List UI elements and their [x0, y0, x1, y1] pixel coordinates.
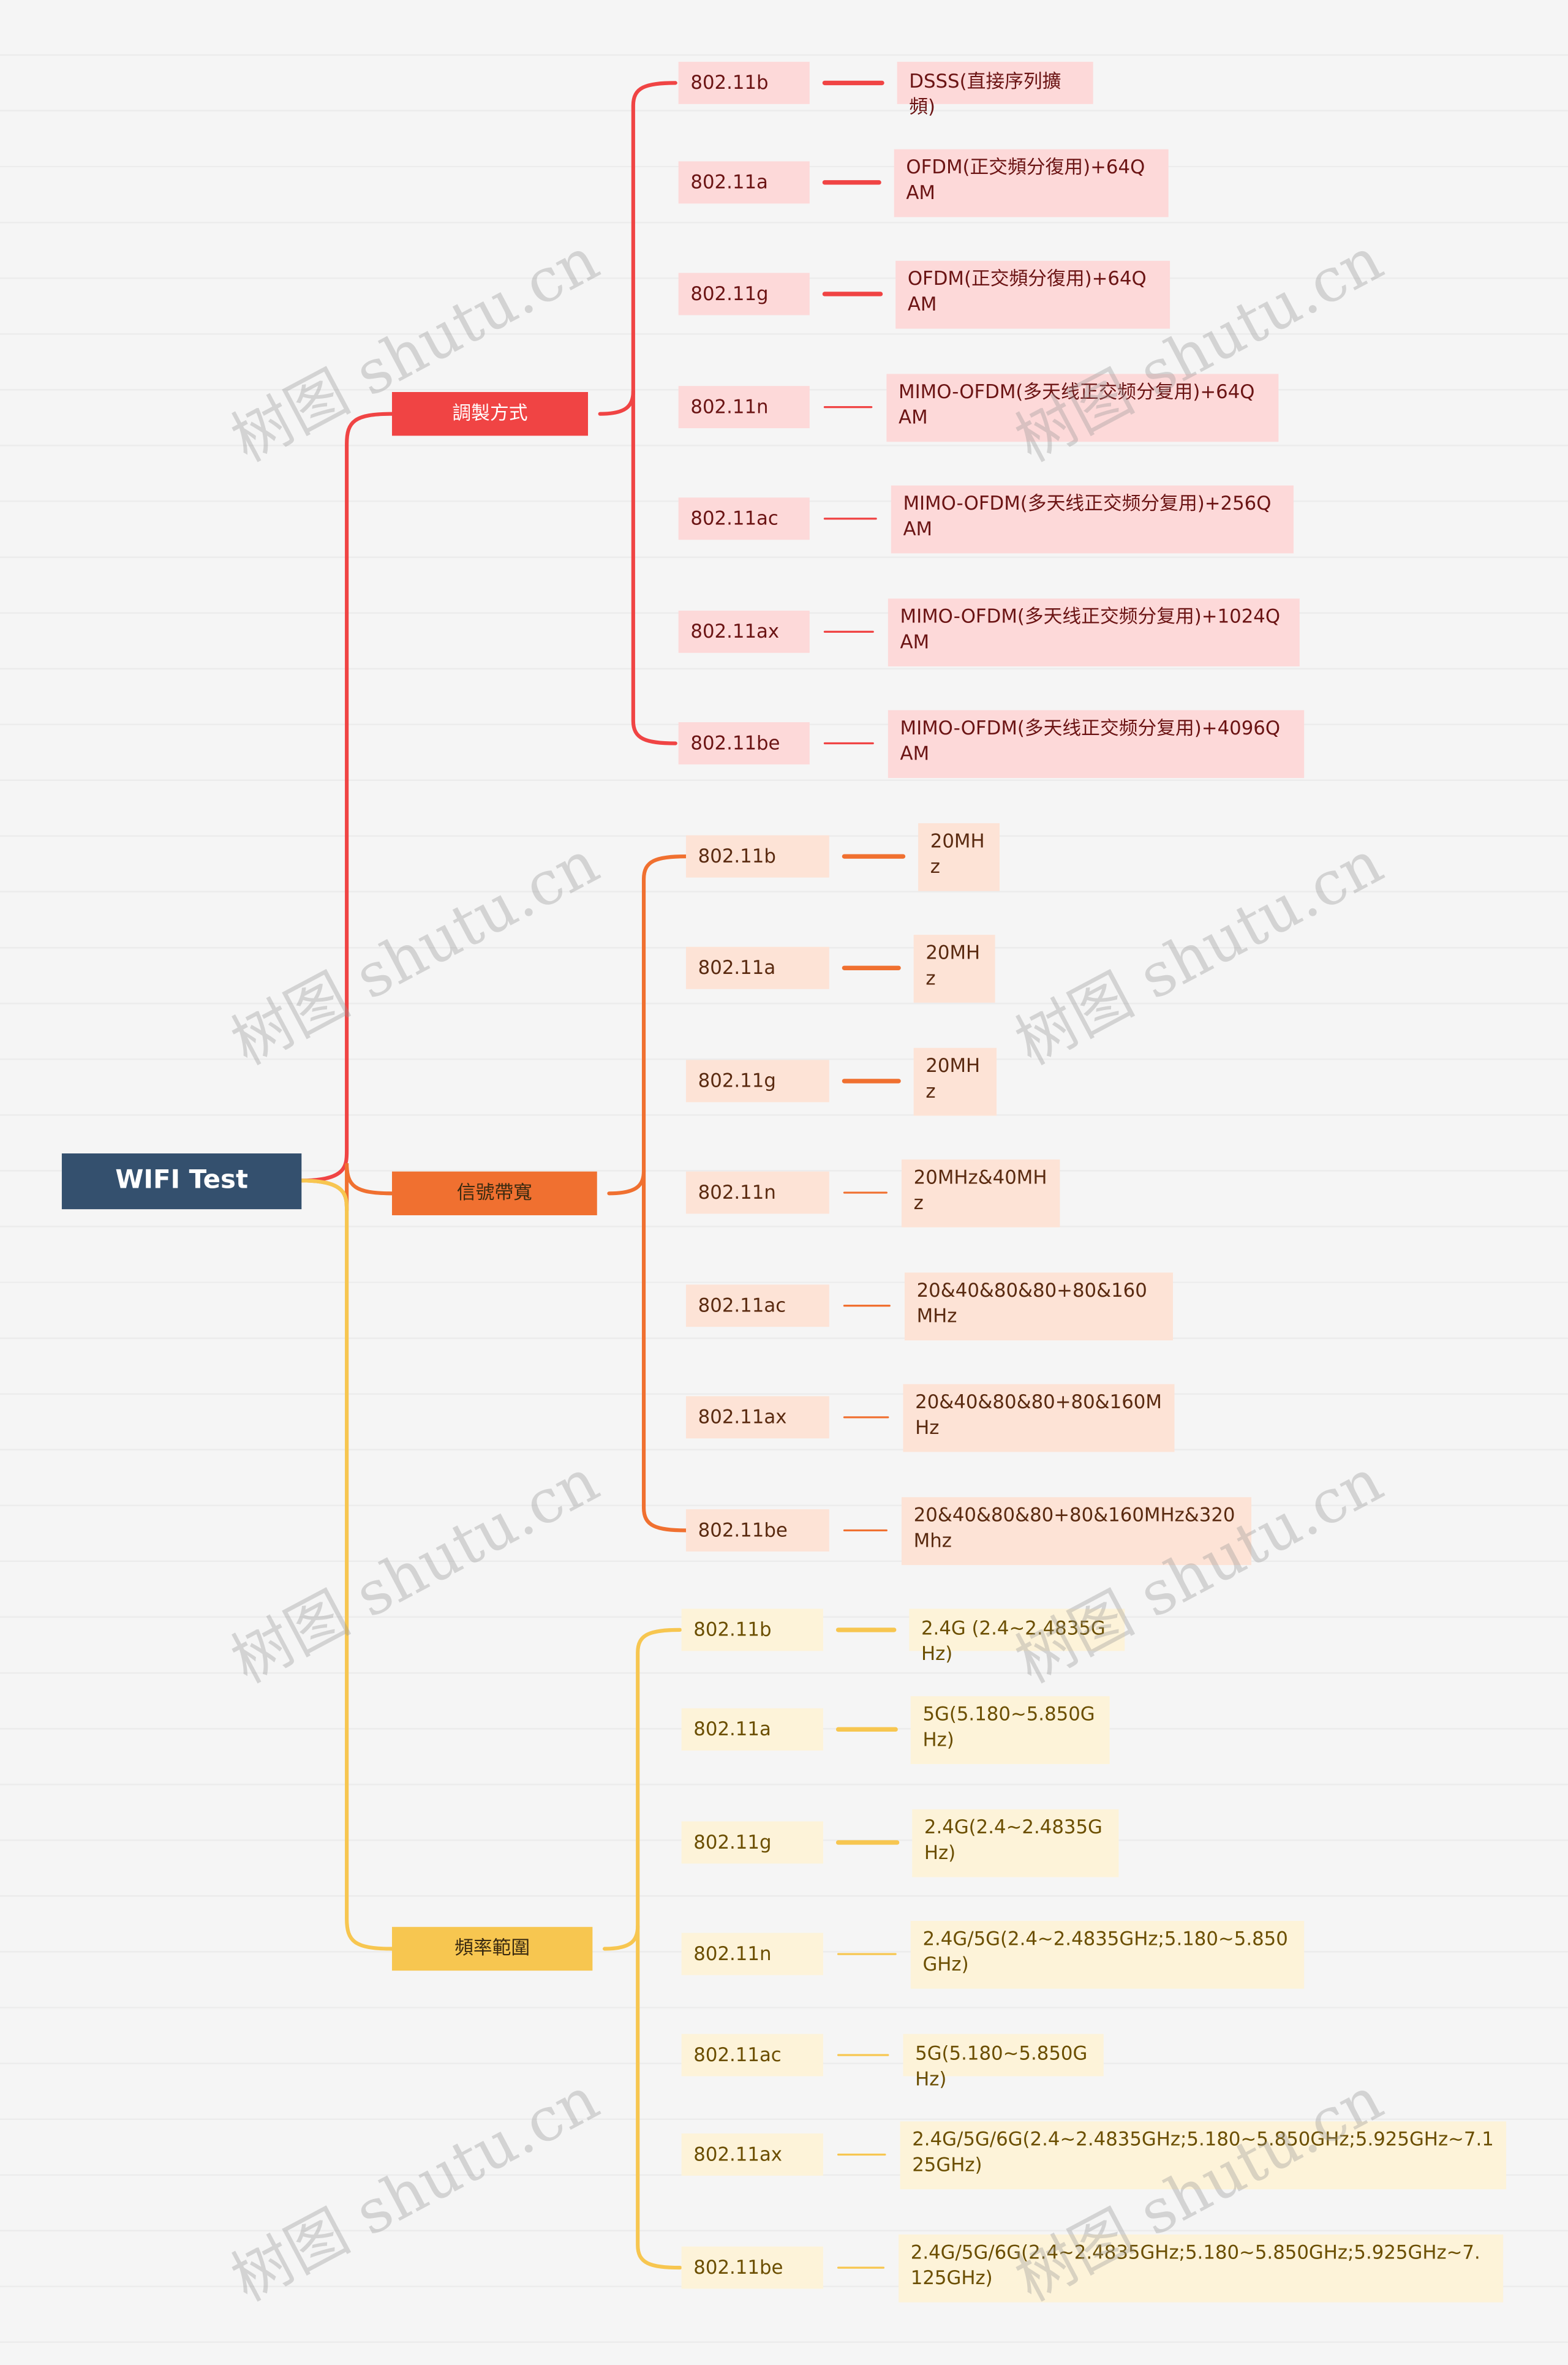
standard-node[interactable]: 802.11ac: [681, 2034, 823, 2076]
value-node[interactable]: 2.4G(2.4~2.4835GHz): [912, 1809, 1119, 1877]
standard-node[interactable]: 802.11a: [678, 161, 810, 204]
standard-node[interactable]: 802.11g: [678, 273, 810, 315]
branch-connector: [300, 1179, 394, 1951]
value-node[interactable]: OFDM(正交頻分復用)+64QAM: [894, 149, 1169, 217]
branch-node[interactable]: 信號帶寬: [391, 1171, 597, 1215]
branch-node[interactable]: 調製方式: [391, 391, 588, 436]
standard-node[interactable]: 802.11n: [678, 386, 810, 429]
standard-node[interactable]: 802.11b: [681, 1609, 823, 1651]
value-node[interactable]: 20&40&80&80+80&160MHz: [904, 1272, 1174, 1341]
standard-node[interactable]: 802.11a: [685, 946, 829, 989]
value-node[interactable]: 20MHz: [913, 935, 995, 1003]
standard-node[interactable]: 802.11be: [681, 2246, 823, 2289]
bracket-lower: [641, 1169, 688, 1533]
value-node[interactable]: OFDM(正交頻分復用)+64QAM: [895, 260, 1170, 329]
bracket-upper: [607, 854, 688, 1196]
standard-node[interactable]: 802.11n: [685, 1171, 829, 1214]
value-node[interactable]: 5G(5.180~5.850GHz): [910, 1696, 1110, 1764]
value-node[interactable]: MIMO-OFDM(多天线正交频分复用)+1024QAM: [888, 598, 1300, 666]
value-node[interactable]: 20MHz: [918, 823, 1000, 891]
bracket-upper: [602, 1628, 682, 1951]
bracket-lower: [631, 389, 677, 745]
branch-node[interactable]: 頻率範圍: [391, 1926, 593, 1971]
standard-node[interactable]: 802.11ac: [678, 497, 810, 540]
standard-node[interactable]: 802.11b: [678, 61, 810, 104]
value-node[interactable]: 5G(5.180~5.850GHz): [903, 2034, 1104, 2089]
value-node[interactable]: 20&40&80&80+80&160MHz&320Mhz: [901, 1497, 1252, 1566]
value-node[interactable]: DSSS(直接序列擴頻): [897, 61, 1093, 117]
standard-node[interactable]: 802.11b: [685, 835, 829, 878]
bracket-lower: [636, 1924, 682, 2270]
standard-node[interactable]: 802.11be: [685, 1509, 829, 1552]
standard-node[interactable]: 802.11a: [681, 1708, 823, 1751]
standard-node[interactable]: 802.11g: [681, 1821, 823, 1864]
standard-node[interactable]: 802.11be: [678, 722, 810, 764]
value-node[interactable]: MIMO-OFDM(多天线正交频分复用)+4096QAM: [888, 710, 1305, 779]
value-node[interactable]: 2.4G/5G/6G(2.4~2.4835GHz;5.180~5.850GHz;…: [900, 2121, 1507, 2190]
value-node[interactable]: 20&40&80&80+80&160MHz: [903, 1384, 1175, 1452]
value-node[interactable]: 2.4G (2.4~2.4835GHz): [909, 1609, 1125, 1664]
standard-node[interactable]: 802.11ax: [678, 610, 810, 653]
value-node[interactable]: 2.4G/5G/6G(2.4~2.4835GHz;5.180~5.850GHz;…: [899, 2234, 1504, 2303]
standard-node[interactable]: 802.11g: [685, 1060, 829, 1103]
standard-node[interactable]: 802.11ax: [681, 2133, 823, 2176]
root-node[interactable]: WIFI Test: [61, 1153, 302, 1210]
value-node[interactable]: 20MHz&40MHz: [901, 1159, 1060, 1228]
standard-node[interactable]: 802.11n: [681, 1933, 823, 1975]
value-node[interactable]: 20MHz: [913, 1047, 997, 1116]
value-node[interactable]: MIMO-OFDM(多天线正交频分复用)+64QAM: [886, 374, 1279, 442]
branch-connector: [300, 412, 394, 1183]
value-node[interactable]: 2.4G/5G(2.4~2.4835GHz;5.180~5.850GHz): [910, 1920, 1305, 1989]
standard-node[interactable]: 802.11ac: [685, 1284, 829, 1327]
value-node[interactable]: MIMO-OFDM(多天线正交频分复用)+256QAM: [891, 485, 1294, 554]
standard-node[interactable]: 802.11ax: [685, 1396, 829, 1439]
bracket-upper: [598, 81, 677, 416]
